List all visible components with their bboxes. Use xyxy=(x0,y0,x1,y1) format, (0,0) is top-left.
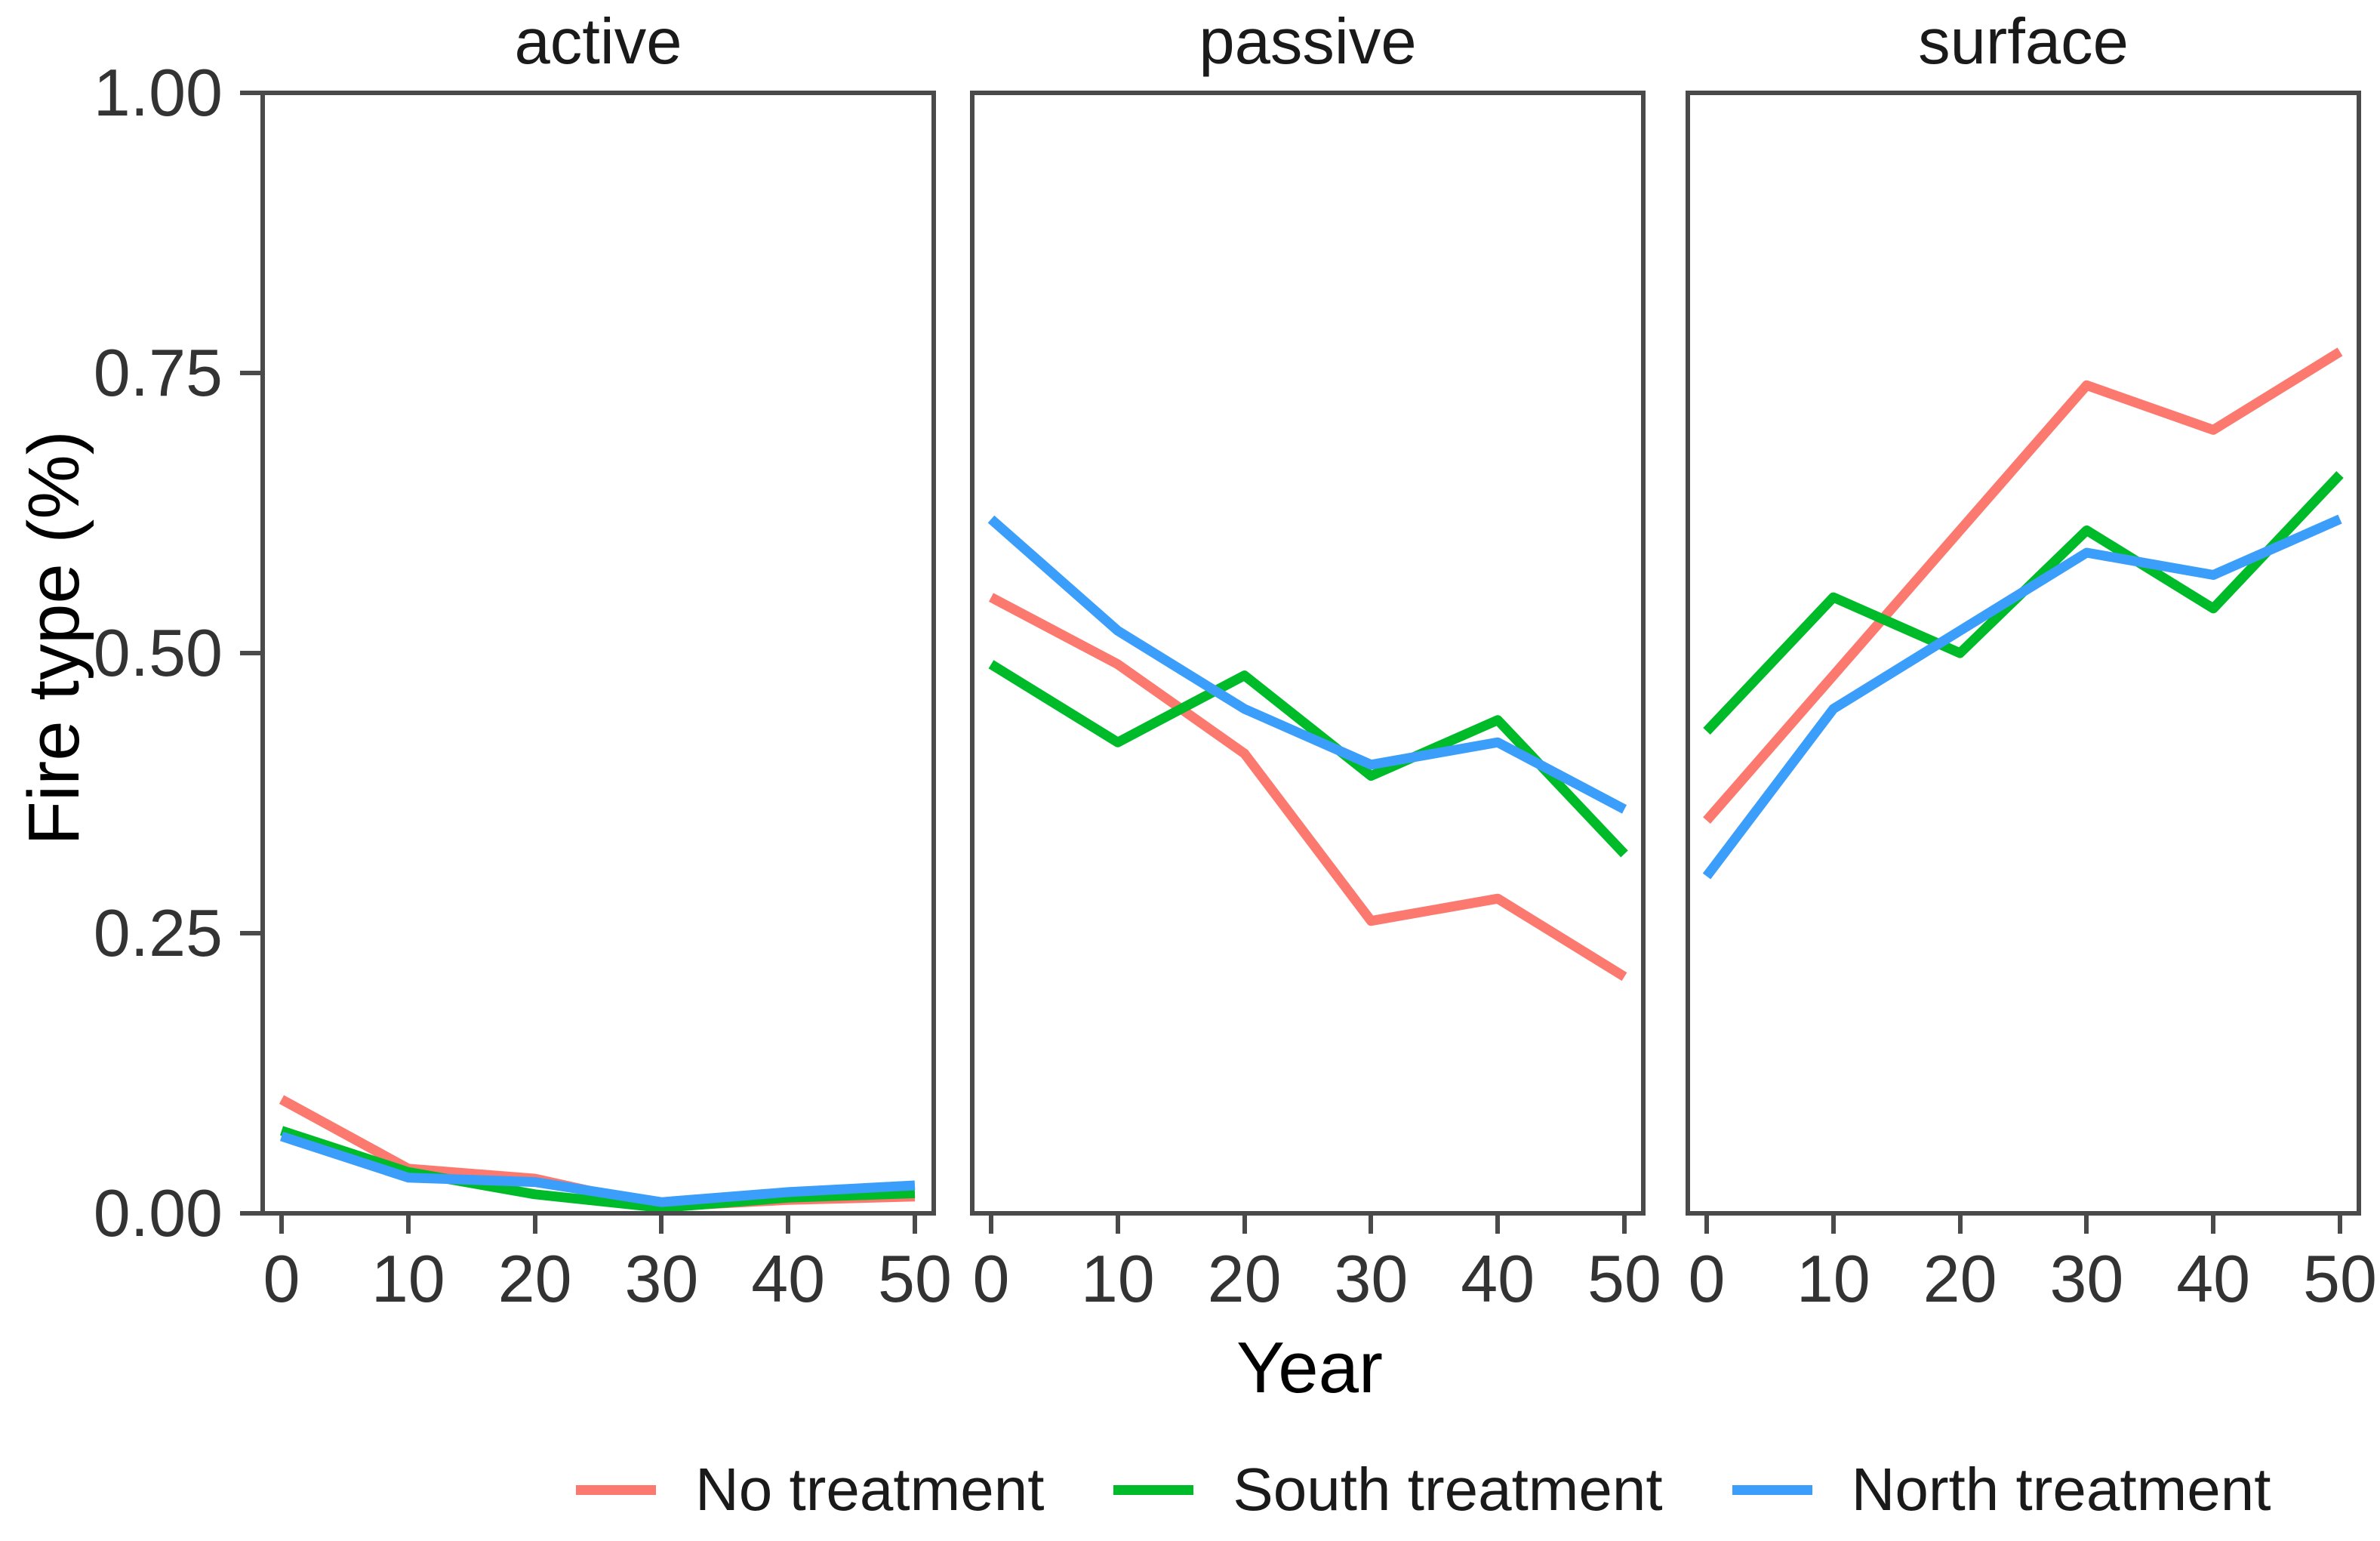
x-tick-label: 50 xyxy=(878,1241,952,1316)
facet-plot-active xyxy=(279,1095,916,1211)
facet-plot-surface xyxy=(1702,347,2344,880)
x-tick-mark xyxy=(1830,1216,1836,1234)
y-tick-label: 1.00 xyxy=(93,55,223,130)
x-tick-label: 30 xyxy=(624,1241,699,1316)
x-tick-label: 0 xyxy=(972,1241,1010,1316)
x-tick-label: 40 xyxy=(751,1241,826,1316)
x-tick-label: 40 xyxy=(1461,1241,1535,1316)
facet-title-active: active xyxy=(514,6,682,78)
series-line-south-treatment xyxy=(279,1126,916,1211)
legend-key-swatch xyxy=(1732,1484,1812,1495)
y-tick-mark xyxy=(240,931,260,935)
legend-key-swatch xyxy=(576,1484,656,1495)
x-tick-label: 50 xyxy=(2303,1241,2377,1316)
y-tick-mark xyxy=(240,371,260,375)
x-tick-mark xyxy=(659,1216,664,1234)
series-line-north-treatment xyxy=(1702,514,2342,880)
x-tick-label: 20 xyxy=(1207,1241,1282,1316)
y-tick-mark xyxy=(240,651,260,655)
x-tick-mark xyxy=(532,1216,537,1234)
x-tick-label: 40 xyxy=(2176,1241,2251,1316)
x-tick-mark xyxy=(1115,1216,1120,1234)
x-tick-label: 10 xyxy=(371,1241,445,1316)
x-tick-mark xyxy=(2211,1216,2216,1234)
legend-label: South treatment xyxy=(1233,1456,1663,1523)
series-line-north-treatment xyxy=(279,1131,916,1207)
facet-panel-surface xyxy=(1686,91,2361,1216)
legend-item-south-treatment: South treatment xyxy=(1113,1456,1663,1523)
x-tick-label: 0 xyxy=(263,1241,300,1316)
x-tick-mark xyxy=(1957,1216,1963,1234)
y-tick-label: 0.00 xyxy=(93,1176,223,1250)
x-tick-mark xyxy=(2084,1216,2089,1234)
y-tick-label: 0.75 xyxy=(93,335,223,410)
x-tick-mark xyxy=(1495,1216,1501,1234)
legend-label: North treatment xyxy=(1851,1456,2271,1523)
facet-title-surface: surface xyxy=(1918,6,2129,78)
facet-panel-active xyxy=(260,91,936,1216)
x-tick-label: 50 xyxy=(1587,1241,1661,1316)
y-tick-mark xyxy=(240,91,260,95)
x-tick-mark xyxy=(1622,1216,1627,1234)
y-tick-mark xyxy=(240,1211,260,1216)
x-tick-mark xyxy=(1369,1216,1374,1234)
y-tick-label: 0.50 xyxy=(93,615,223,690)
series-line-south-treatment xyxy=(988,660,1628,858)
series-line-no-treatment xyxy=(1703,347,2343,824)
x-tick-mark xyxy=(913,1216,917,1234)
x-tick-mark xyxy=(1242,1216,1247,1234)
series-line-north-treatment xyxy=(987,515,1627,814)
series-line-no-treatment xyxy=(988,593,1627,982)
x-tick-mark xyxy=(989,1216,993,1234)
x-tick-label: 20 xyxy=(1923,1241,1997,1316)
series-line-south-treatment xyxy=(1703,471,2344,735)
x-tick-label: 10 xyxy=(1796,1241,1870,1316)
legend: No treatment South treatment North treatme… xyxy=(576,1456,2271,1524)
x-tick-mark xyxy=(405,1216,411,1234)
facet-panel-passive xyxy=(970,91,1646,1216)
x-tick-mark xyxy=(786,1216,791,1234)
legend-item-north-treatment: North treatment xyxy=(1732,1457,2271,1522)
x-tick-label: 0 xyxy=(1688,1241,1726,1316)
legend-item-no-treatment: No treatment xyxy=(576,1457,1044,1522)
y-tick-label: 0.25 xyxy=(93,895,223,970)
facet-title-passive: passive xyxy=(1199,6,1417,78)
x-tick-label: 10 xyxy=(1080,1241,1155,1316)
x-tick-mark xyxy=(279,1216,284,1234)
legend-key-swatch xyxy=(1113,1484,1194,1495)
x-axis-title: Year xyxy=(1236,1327,1383,1408)
x-tick-label: 30 xyxy=(2049,1241,2124,1316)
x-tick-mark xyxy=(1704,1216,1709,1234)
x-tick-label: 30 xyxy=(1334,1241,1409,1316)
legend-label: No treatment xyxy=(695,1456,1045,1523)
x-tick-mark xyxy=(2338,1216,2342,1234)
facet-plot-passive xyxy=(987,515,1628,982)
x-tick-label: 20 xyxy=(497,1241,572,1316)
